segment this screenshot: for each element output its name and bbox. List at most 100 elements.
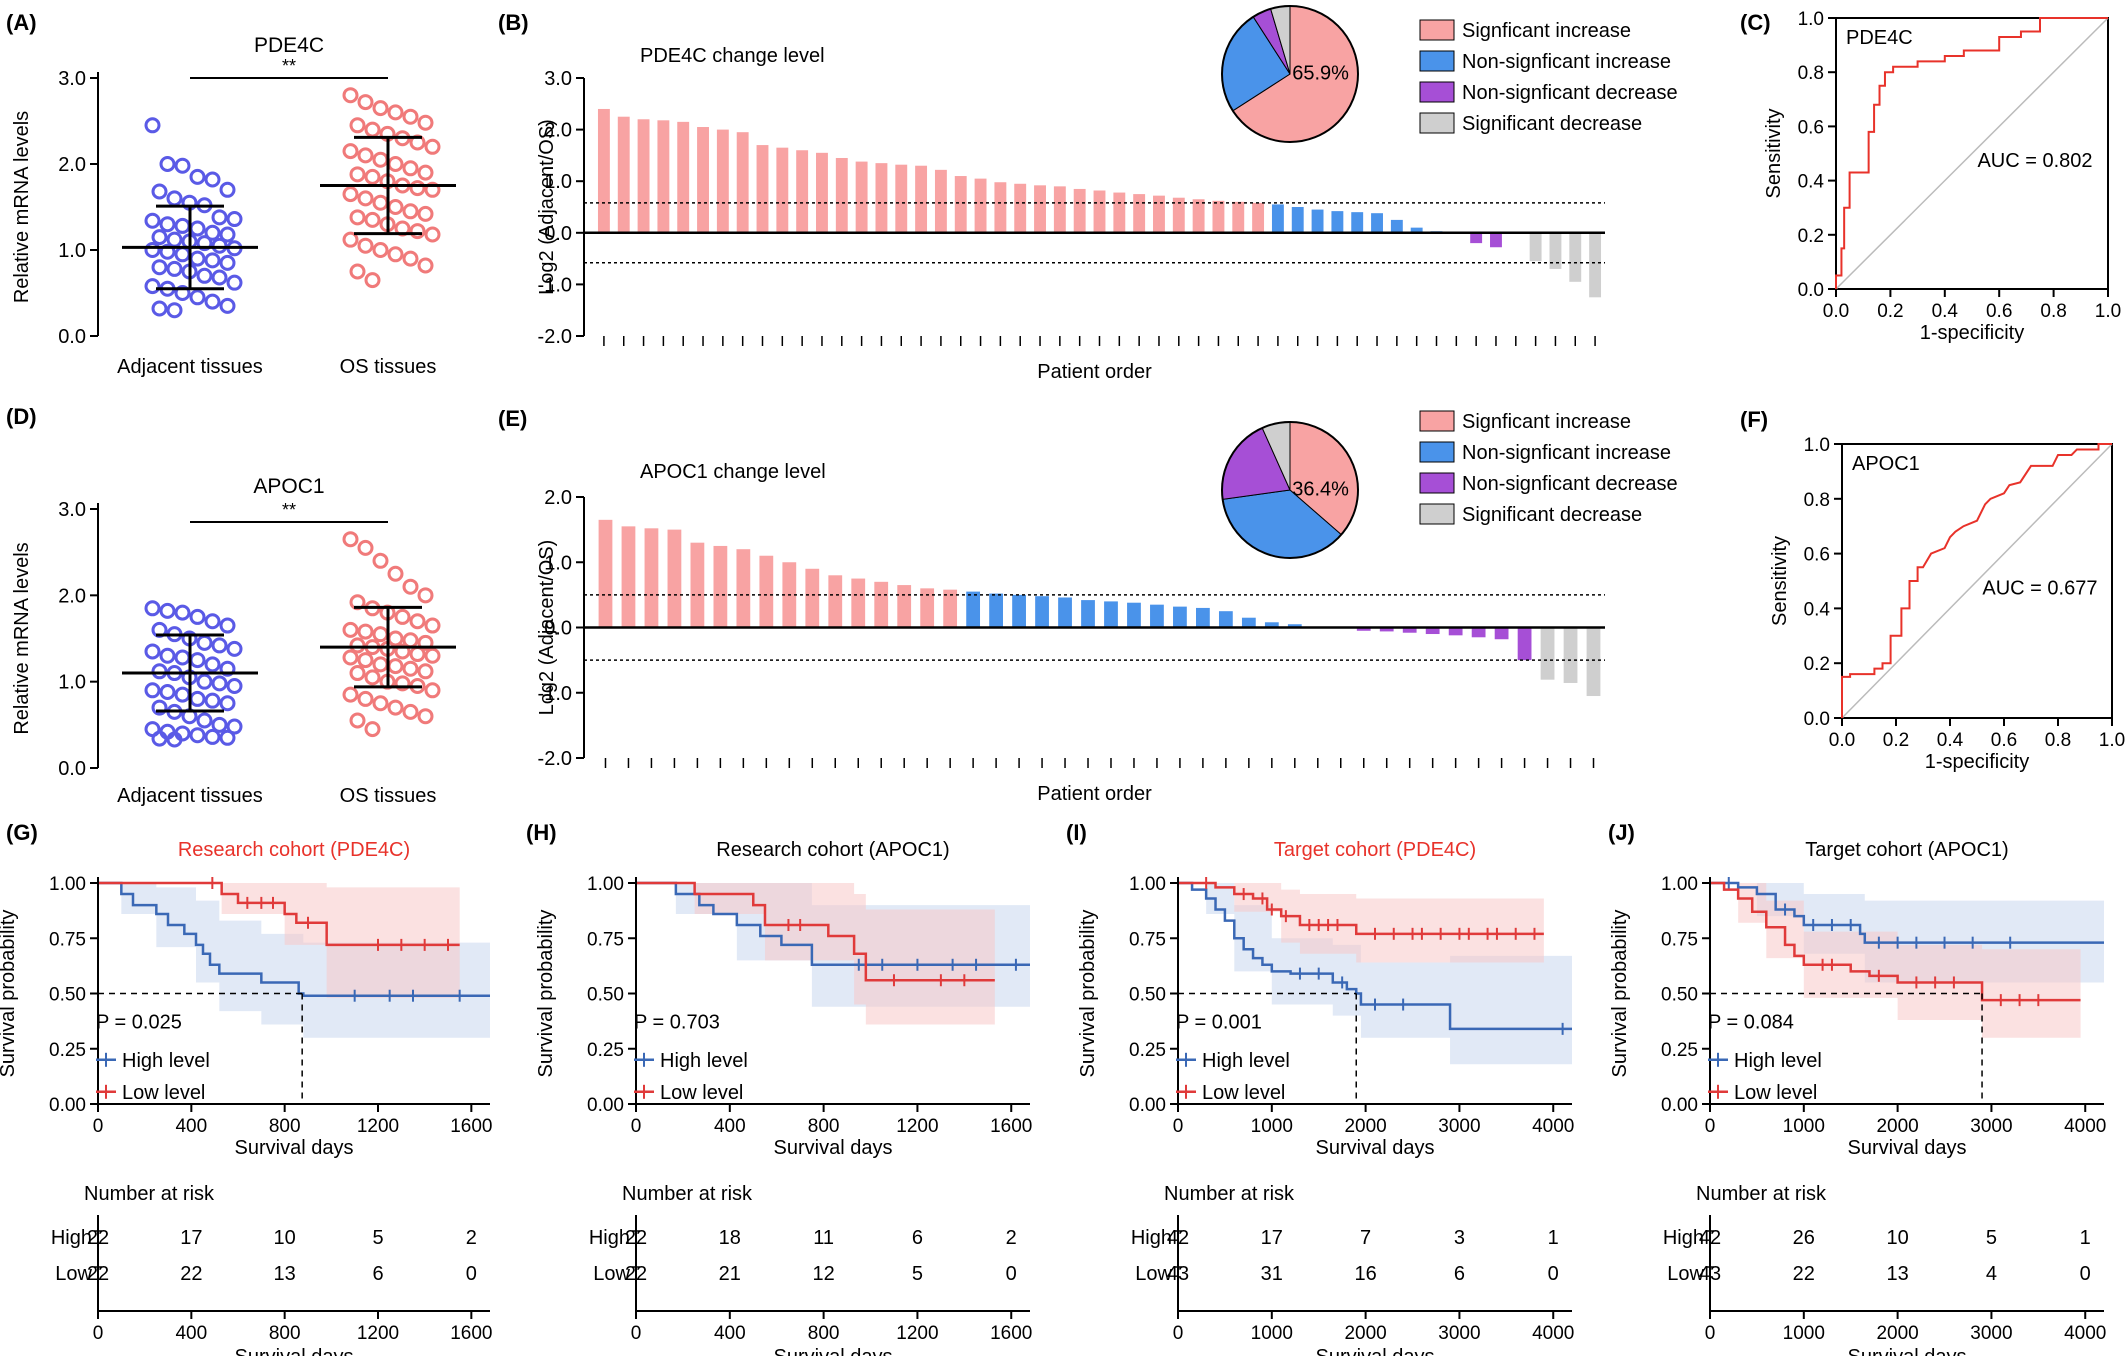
- y-tick-label: 1.0: [544, 552, 572, 574]
- risk-count: 0: [1006, 1263, 1017, 1285]
- data-point: [364, 211, 381, 228]
- data-point: [204, 656, 221, 673]
- pie-label: 65.9%: [1292, 62, 1349, 84]
- data-point: [159, 156, 176, 172]
- y-tick-label: 0.00: [49, 1095, 86, 1116]
- survival-curve: [1710, 881, 2081, 1002]
- chart-title: Target cohort (APOC1): [1805, 839, 2008, 861]
- data-point: [144, 212, 161, 229]
- km-i: (I) Target cohort (PDE4C) 0.00 0.25 0.50 0.75…: [1066, 820, 1574, 1356]
- bar: [1081, 600, 1095, 628]
- data-point: [364, 168, 381, 185]
- survival-curve: [98, 881, 460, 947]
- data-point: [417, 634, 434, 651]
- data-point: [394, 643, 411, 660]
- y-tick-label: -1.0: [538, 274, 572, 296]
- data-point: [204, 293, 221, 310]
- x-tick-label: 1200: [357, 1116, 399, 1137]
- x-tick-label: 0.4: [1932, 301, 1959, 322]
- data-point: [417, 257, 434, 274]
- y-tick-label: 0.4: [1804, 599, 1831, 620]
- panel-label: (F): [1740, 407, 1768, 432]
- data-point: [219, 226, 236, 243]
- data-point: [342, 87, 359, 104]
- x-tick-label: 1000: [1783, 1116, 1825, 1137]
- panel-label: (J): [1608, 820, 1635, 845]
- y-tick-label: 0.2: [1798, 226, 1824, 247]
- data-point: [211, 209, 228, 226]
- y-tick-label: 0.0: [544, 618, 572, 640]
- category-label: OS tissues: [340, 785, 437, 807]
- risk-count: 3: [1454, 1227, 1465, 1249]
- y-tick-label: 0.8: [1798, 63, 1824, 84]
- data-point: [417, 663, 434, 680]
- chart-title: APOC1 change level: [640, 461, 826, 483]
- bar: [597, 108, 610, 233]
- data-point: [364, 721, 381, 738]
- bar: [920, 588, 935, 628]
- bar: [1104, 601, 1118, 628]
- risk-table-title: Number at risk: [1164, 1183, 1295, 1205]
- data-point: [159, 216, 176, 233]
- data-point: [364, 669, 381, 686]
- panel-label: (I): [1066, 820, 1087, 845]
- bar: [1218, 611, 1233, 628]
- y-tick-label: 0.25: [49, 1040, 86, 1061]
- data-point: [372, 100, 389, 117]
- data-point: [174, 246, 191, 263]
- panel-label: (E): [498, 406, 527, 431]
- bar: [1471, 627, 1486, 638]
- data-point: [372, 695, 389, 712]
- data-point: [417, 708, 434, 725]
- risk-count: 0: [2080, 1263, 2091, 1285]
- data-point: [189, 250, 206, 267]
- km-h: (H) Research cohort (APOC1) 0.00 0.25 0.50 0.…: [526, 820, 1032, 1356]
- data-point: [159, 243, 176, 260]
- p-value-label: P = 0.084: [1708, 1011, 1794, 1033]
- bar: [756, 145, 769, 233]
- y-tick-label: 0.75: [1129, 929, 1166, 950]
- x-tick-label: 800: [808, 1116, 840, 1137]
- data-point: [159, 602, 176, 619]
- data-point: [189, 690, 206, 707]
- data-point: [144, 278, 161, 295]
- legend-swatch: [1419, 112, 1455, 134]
- survival-curve: [1710, 881, 2104, 944]
- risk-count: 5: [912, 1263, 923, 1285]
- panel-label: (C): [1740, 10, 1771, 35]
- data-point: [349, 166, 366, 183]
- bar: [1410, 227, 1423, 233]
- bar: [994, 182, 1007, 233]
- data-point: [387, 699, 404, 716]
- y-tick-label: 0.50: [1661, 985, 1698, 1006]
- p-value-label: P = 0.001: [1176, 1011, 1262, 1033]
- data-point: [196, 673, 213, 690]
- y-tick-label: 1.00: [49, 874, 86, 895]
- data-point: [364, 121, 381, 138]
- x-tick-label: 0.6: [1991, 730, 2017, 751]
- bar: [1034, 185, 1046, 233]
- risk-count: 21: [719, 1263, 741, 1285]
- confidence-band: [98, 883, 490, 1038]
- legend-label: Non-signficant increase: [1462, 51, 1671, 73]
- legend-label: Non-signficant decrease: [1462, 473, 1678, 495]
- legend-label: High level: [122, 1050, 210, 1072]
- data-point: [417, 164, 434, 181]
- y-axis-label: Relative mRNA levels: [11, 542, 33, 734]
- legend-swatch: [1419, 472, 1455, 494]
- survival-curve: [98, 881, 490, 997]
- x-tick-label: 0.2: [1883, 730, 1909, 751]
- y-tick-label: -1.0: [538, 683, 572, 705]
- panel-label: (A): [6, 10, 37, 35]
- bar: [1252, 202, 1265, 233]
- risk-x-tick-label: 1200: [896, 1323, 938, 1344]
- data-point: [387, 565, 404, 582]
- x-tick-label: 1200: [896, 1116, 938, 1137]
- data-point: [372, 194, 389, 211]
- data-point: [204, 224, 221, 241]
- auc-label: AUC = 0.802: [1977, 150, 2092, 172]
- risk-count: 6: [912, 1227, 923, 1249]
- x-tick-label: 0.0: [1823, 301, 1849, 322]
- data-point: [424, 617, 441, 634]
- risk-x-tick-label: 2000: [1876, 1323, 1918, 1344]
